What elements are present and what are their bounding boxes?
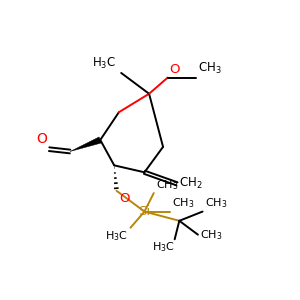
Text: O: O (36, 132, 47, 146)
Polygon shape (70, 137, 101, 152)
Text: O: O (119, 192, 129, 205)
Text: H$_3$C: H$_3$C (105, 229, 128, 243)
Text: O: O (169, 63, 179, 76)
Text: H$_3$C: H$_3$C (92, 56, 116, 70)
Text: CH$_3$: CH$_3$ (198, 61, 222, 76)
Text: Si: Si (138, 205, 151, 218)
Text: H$_3$C: H$_3$C (152, 240, 175, 254)
Text: CH$_2$: CH$_2$ (179, 176, 203, 191)
Text: CH$_3$: CH$_3$ (200, 228, 223, 242)
Text: CH$_3$: CH$_3$ (205, 196, 227, 210)
Text: CH$_3$: CH$_3$ (172, 196, 195, 210)
Text: CH$_3$: CH$_3$ (156, 178, 178, 192)
